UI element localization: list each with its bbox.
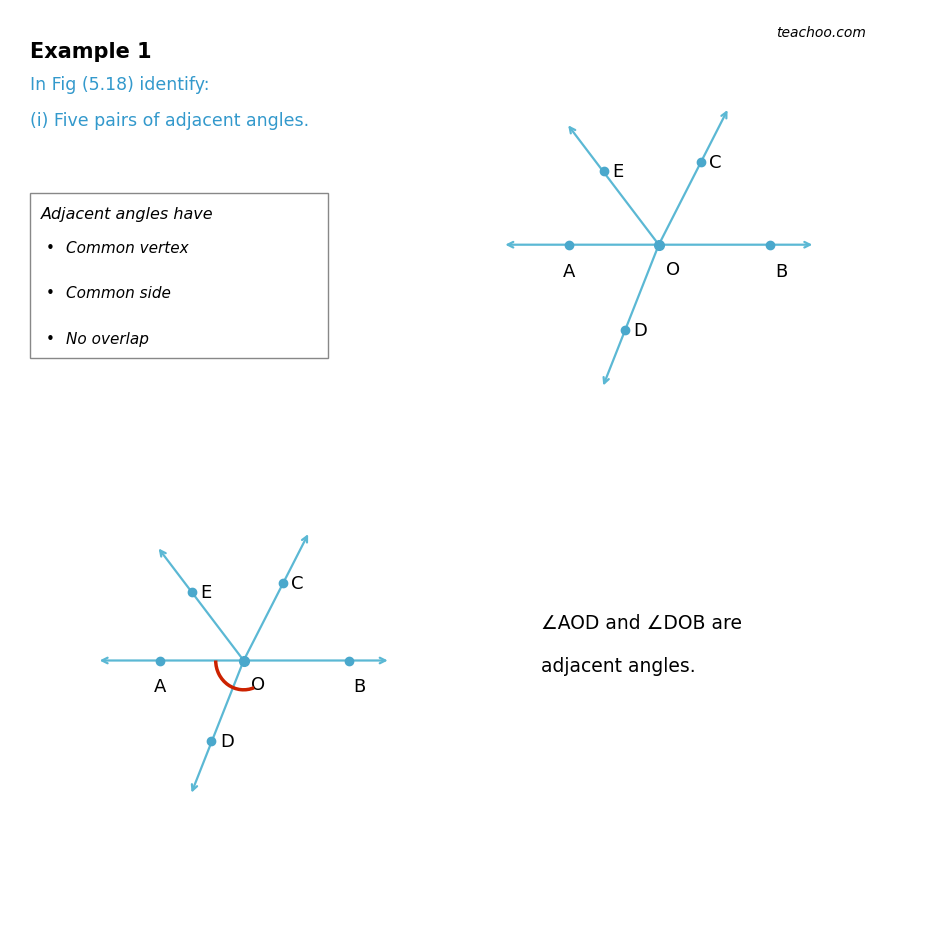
Text: (i) Five pairs of adjacent angles.: (i) Five pairs of adjacent angles.	[30, 111, 309, 130]
Text: In Fig (5.18) identify:: In Fig (5.18) identify:	[30, 76, 209, 94]
Text: teachoo.com: teachoo.com	[775, 26, 866, 40]
Text: No overlap: No overlap	[66, 331, 148, 346]
Text: C: C	[709, 154, 721, 172]
Text: B: B	[774, 262, 786, 280]
Text: E: E	[200, 583, 211, 601]
Text: •: •	[46, 331, 55, 346]
Text: C: C	[291, 574, 303, 592]
Text: Common vertex: Common vertex	[66, 241, 188, 256]
Text: •: •	[46, 286, 55, 301]
Text: E: E	[612, 163, 623, 181]
Text: A: A	[563, 262, 575, 280]
Text: Common side: Common side	[66, 286, 171, 301]
Text: ∠AOD and ∠DOB are: ∠AOD and ∠DOB are	[541, 614, 742, 632]
Text: O: O	[666, 261, 680, 279]
Text: D: D	[220, 733, 233, 750]
Text: Example 1: Example 1	[30, 42, 151, 62]
Text: A: A	[153, 677, 166, 695]
Text: D: D	[632, 322, 647, 340]
Text: B: B	[352, 677, 364, 695]
Text: •: •	[46, 241, 55, 256]
Text: Adjacent angles have: Adjacent angles have	[41, 207, 213, 222]
Text: O: O	[250, 676, 264, 694]
FancyBboxPatch shape	[30, 194, 328, 359]
Text: adjacent angles.: adjacent angles.	[541, 656, 696, 675]
